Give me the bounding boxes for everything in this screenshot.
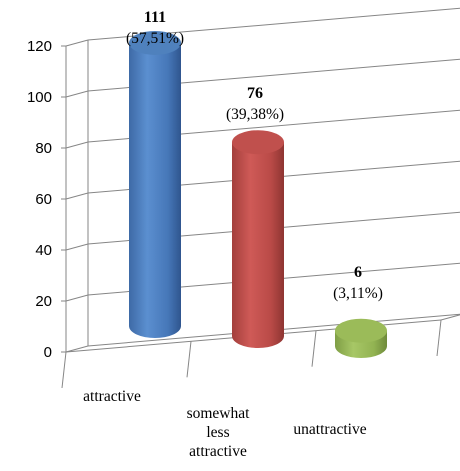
labels: 0 20 40 60 80 100 120 111 (57,51%) 76 (39,38%) 6 (3,… (27, 9, 383, 460)
gridline-depth (65, 294, 89, 302)
bar-top (232, 130, 284, 155)
y-tick-label: 40 (35, 242, 52, 259)
y-tick-label: 60 (35, 191, 52, 208)
bar-3 (335, 318, 387, 358)
category-tick (436, 319, 442, 357)
y-tick-label: 120 (27, 38, 52, 55)
gridline-depth (65, 39, 89, 47)
data-label-percent: (3,11%) (333, 285, 383, 302)
category-tick (186, 341, 192, 378)
x-tick-label: somewhat (187, 405, 251, 422)
gridline-depth (65, 345, 89, 353)
gridline-depth (65, 90, 89, 98)
data-label-percent: (39,38%) (226, 106, 284, 123)
bar-body (129, 42, 181, 338)
data-label-value: 111 (144, 9, 166, 26)
data-label-value: 6 (354, 264, 362, 281)
category-tick (311, 330, 317, 367)
y-tick-label: 0 (44, 344, 52, 361)
bar-body (232, 142, 284, 348)
data-label-value: 76 (247, 85, 263, 102)
floor-right (440, 314, 460, 321)
x-tick-label: less (206, 424, 229, 441)
x-tick-label: unattractive (293, 421, 366, 438)
data-label-percent: (57,51%) (126, 30, 184, 47)
y-tick-label: 80 (35, 140, 52, 157)
bar-top (335, 318, 387, 343)
gridline-depth (65, 192, 89, 200)
bar-top (129, 30, 181, 55)
y-tick-label: 100 (27, 89, 52, 106)
y-tick-label: 20 (35, 293, 52, 310)
bar-1 (129, 30, 181, 338)
x-tick-label: attractive (189, 443, 247, 460)
gridline-depth (65, 243, 89, 251)
bars (129, 30, 387, 358)
bar-2 (232, 130, 284, 348)
x-tick-label: attractive (83, 388, 141, 405)
category-tick (61, 351, 67, 389)
gridline-depth (65, 141, 89, 149)
